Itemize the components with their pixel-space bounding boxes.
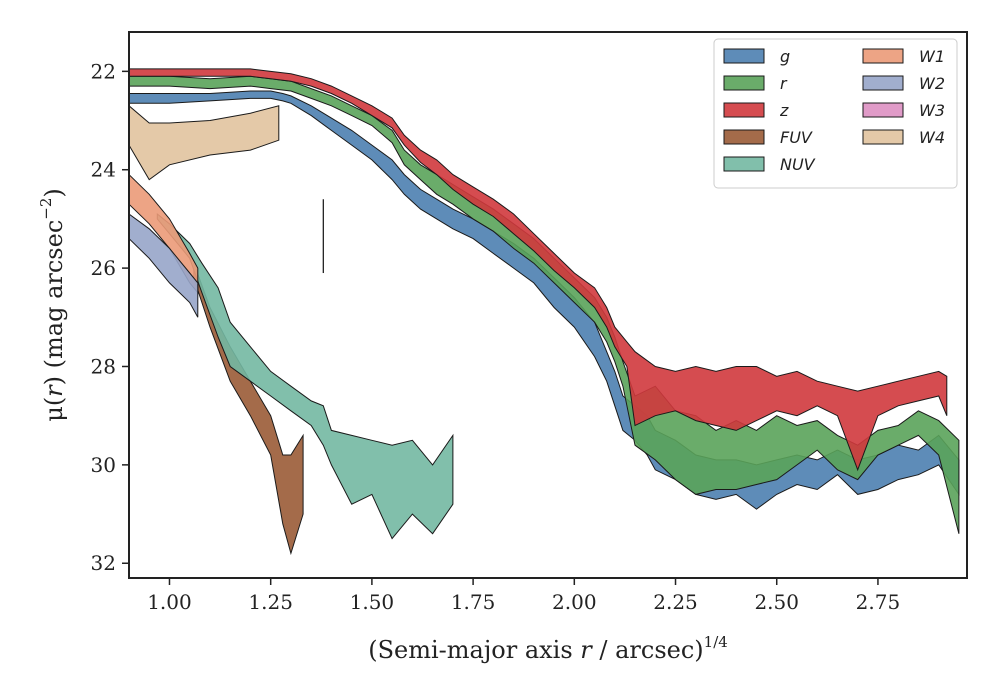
y-axis-label-main: μ( [40, 397, 68, 422]
x-tick-label: 1.50 [350, 590, 395, 614]
x-tick-label: 2.25 [653, 590, 698, 614]
plot-area [129, 68, 960, 556]
legend-swatch-z [723, 102, 765, 118]
legend-label-nuv: NUV [780, 155, 816, 174]
x-tick-label: 1.25 [248, 590, 293, 614]
y-tick-label: 30 [91, 453, 116, 477]
plot-frame [128, 31, 968, 579]
y-axis-label-tail: ) (mag arcsec [40, 220, 68, 386]
y-axis-label-sup: −2 [37, 198, 55, 220]
legend-label-w4: W4 [919, 128, 945, 147]
x-tick-label: 2.50 [754, 590, 799, 614]
legend-label-fuv: FUV [780, 128, 813, 147]
x-tick-label: 1.00 [147, 590, 192, 614]
y-tick-label: 32 [91, 551, 116, 575]
y-tick-label: 22 [91, 59, 116, 83]
legend-swatch-w1 [862, 48, 904, 64]
legend-label-r: r [780, 74, 788, 93]
legend-label-w2: W2 [919, 74, 945, 93]
y-axis-label-close: ) [40, 188, 68, 197]
legend-label-w1: W1 [919, 47, 945, 66]
legend-label-g: g [780, 47, 790, 66]
x-axis-label-main: (Semi-major axis [368, 636, 580, 664]
y-tick-label: 26 [91, 256, 116, 280]
band-w2 [129, 213, 199, 318]
legend: grz FUV NUV W1 W2 W3 W4 [713, 38, 958, 189]
x-axis-label-tail: / arcsec) [592, 636, 704, 664]
legend-label-w3: W3 [919, 101, 945, 120]
x-tick-label: 2.75 [856, 590, 901, 614]
y-axis-label: μ(r) (mag arcsec−2) [37, 188, 68, 422]
legend-swatch-w2 [862, 75, 904, 91]
x-axis: 1.00 1.25 1.50 1.75 2.00 2.25 2.50 2.75 [147, 578, 900, 614]
y-axis-label-var: r [40, 384, 68, 397]
y-tick-label: 28 [91, 354, 116, 378]
legend-label-z: z [779, 101, 789, 120]
y-axis: 22 24 26 28 30 32 [91, 59, 129, 575]
x-tick-label: 2.00 [552, 590, 597, 614]
band-w4 [129, 105, 280, 181]
legend-swatch-fuv [723, 129, 765, 145]
band-nuv [156, 212, 454, 540]
band-z [129, 68, 948, 472]
legend-swatch-r [723, 75, 765, 91]
legend-swatch-w3 [862, 102, 904, 118]
x-axis-label: (Semi-major axis r / arcsec)1/4 [368, 633, 728, 664]
legend-swatch-w4 [862, 129, 904, 145]
y-tick-label: 24 [91, 158, 116, 182]
x-axis-label-sup: 1/4 [704, 633, 728, 651]
legend-swatch-g [723, 48, 765, 64]
x-axis-label-var: r [580, 636, 593, 664]
legend-swatch-nuv [723, 156, 765, 172]
x-tick-label: 1.75 [451, 590, 496, 614]
